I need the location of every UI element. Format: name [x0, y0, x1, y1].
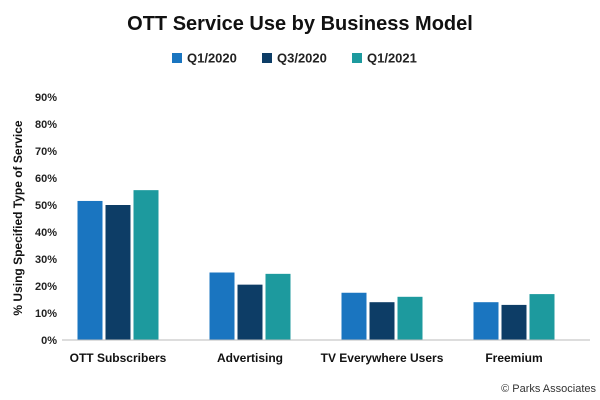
y-tick-label: 40% [35, 227, 57, 239]
legend-swatch [352, 53, 362, 63]
bar [369, 302, 395, 340]
bar [133, 190, 159, 340]
y-tick-label: 0% [41, 335, 57, 347]
x-axis-labels: OTT Subscribers Advertising TV Everywhere … [70, 351, 543, 365]
y-tick-label: 90% [35, 92, 57, 104]
y-axis-ticks: 0% 10% 20% 30% 40% 50% 60% 70% 80% 90% [35, 92, 57, 347]
legend-swatch [262, 53, 272, 63]
y-tick-label: 20% [35, 281, 57, 293]
bar [209, 272, 235, 340]
credit-text: © Parks Associates [501, 383, 596, 395]
y-tick-label: 70% [35, 146, 57, 158]
y-tick-label: 80% [35, 119, 57, 131]
x-category-label: OTT Subscribers [70, 351, 167, 365]
bar [105, 205, 131, 340]
bar [501, 304, 527, 340]
y-tick-label: 60% [35, 173, 57, 185]
chart-title: OTT Service Use by Business Model [127, 13, 473, 35]
bar [529, 294, 555, 340]
x-category-label: TV Everywhere Users [321, 351, 444, 365]
bar [473, 302, 499, 340]
y-axis-label: % Using Specified Type of Service [11, 120, 25, 315]
bar [341, 292, 367, 340]
bar [77, 200, 103, 340]
y-tick-label: 10% [35, 308, 57, 320]
y-tick-label: 50% [35, 200, 57, 212]
legend-label: Q1/2020 [187, 51, 237, 66]
y-tick-label: 30% [35, 254, 57, 266]
legend: Q1/2020 Q3/2020 Q1/2021 [172, 51, 417, 66]
bar [237, 284, 263, 340]
legend-label: Q3/2020 [277, 51, 327, 66]
legend-swatch [172, 53, 182, 63]
bars [77, 190, 555, 340]
bar [397, 296, 423, 340]
legend-label: Q1/2021 [367, 51, 417, 66]
x-category-label: Freemium [485, 351, 542, 365]
bar [265, 273, 291, 340]
x-category-label: Advertising [217, 351, 283, 365]
